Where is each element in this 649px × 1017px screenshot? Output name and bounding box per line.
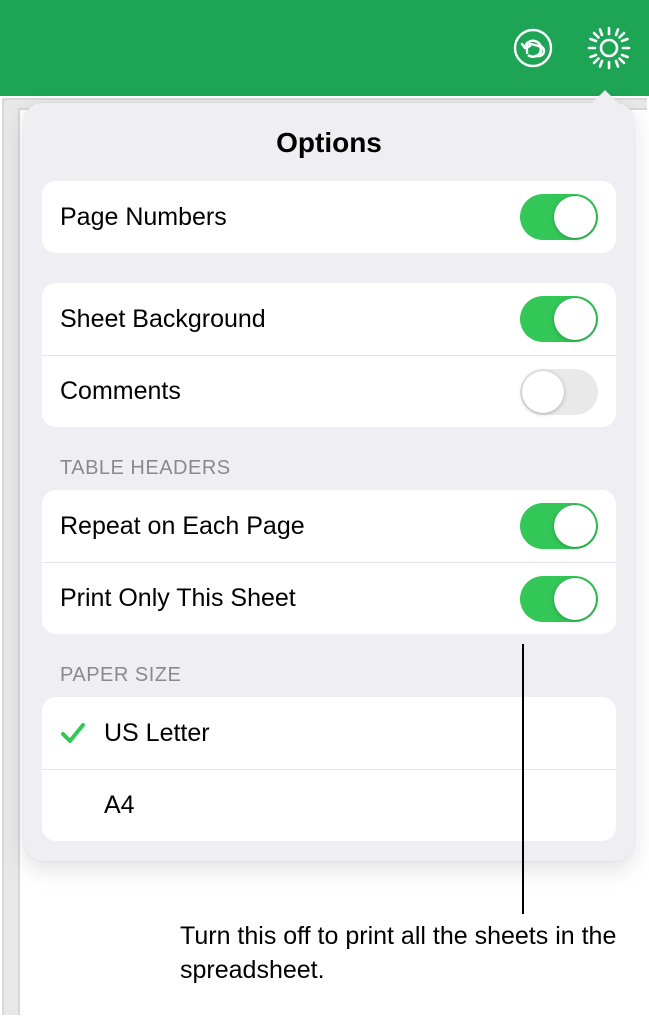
- checkmark-icon: [60, 720, 104, 746]
- callout-text: Turn this off to print all the sheets in…: [180, 920, 619, 988]
- option-page-numbers: Page Numbers: [42, 181, 616, 253]
- repeat-each-page-switch[interactable]: [520, 503, 598, 549]
- popover-caret: [591, 90, 619, 104]
- toolbar: [0, 0, 649, 96]
- option-label: Print Only This Sheet: [60, 584, 520, 613]
- paper-size-us-letter[interactable]: US Letter: [42, 697, 616, 769]
- paper-size-a4[interactable]: A4: [42, 769, 616, 841]
- sheet-background-switch[interactable]: [520, 296, 598, 342]
- options-group-2: Sheet Background Comments: [42, 283, 616, 427]
- gear-icon[interactable]: [585, 24, 633, 72]
- options-group-1: Page Numbers: [42, 181, 616, 253]
- paper-size-group: US Letter A4: [42, 697, 616, 841]
- popover-title: Options: [24, 103, 634, 181]
- section-header-paper: PAPER SIZE: [24, 664, 634, 697]
- option-comments: Comments: [42, 355, 616, 427]
- option-repeat-each-page: Repeat on Each Page: [42, 490, 616, 562]
- options-group-3: Repeat on Each Page Print Only This Shee…: [42, 490, 616, 634]
- print-only-this-sheet-switch[interactable]: [520, 576, 598, 622]
- option-label: Page Numbers: [60, 203, 520, 232]
- section-header-table: TABLE HEADERS: [24, 457, 634, 490]
- undo-icon[interactable]: [511, 26, 555, 70]
- options-popover: Options Page Numbers Sheet Background Co…: [24, 103, 634, 861]
- comments-switch[interactable]: [520, 369, 598, 415]
- option-label: Sheet Background: [60, 305, 520, 334]
- page-numbers-switch[interactable]: [520, 194, 598, 240]
- option-label: Repeat on Each Page: [60, 512, 520, 541]
- option-print-only-this-sheet: Print Only This Sheet: [42, 562, 616, 634]
- option-sheet-background: Sheet Background: [42, 283, 616, 355]
- callout-line: [522, 644, 524, 914]
- option-label: Comments: [60, 377, 520, 406]
